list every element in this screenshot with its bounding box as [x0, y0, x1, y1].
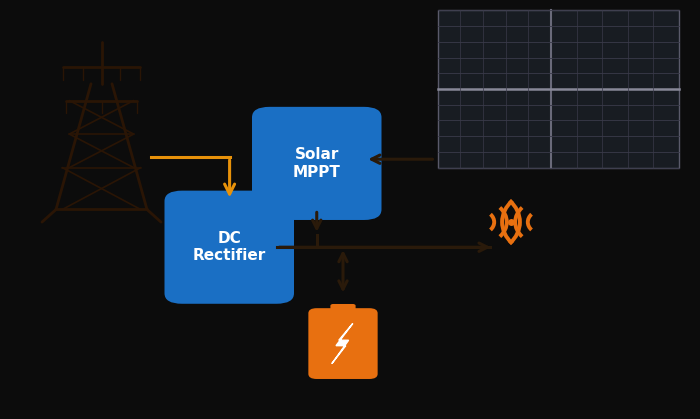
FancyBboxPatch shape [164, 191, 294, 304]
Text: DC
Rectifier: DC Rectifier [193, 231, 266, 264]
FancyBboxPatch shape [438, 10, 679, 168]
FancyBboxPatch shape [252, 107, 382, 220]
FancyBboxPatch shape [309, 308, 378, 379]
Text: Solar
MPPT: Solar MPPT [293, 147, 341, 180]
Polygon shape [332, 323, 353, 364]
FancyBboxPatch shape [330, 304, 356, 315]
